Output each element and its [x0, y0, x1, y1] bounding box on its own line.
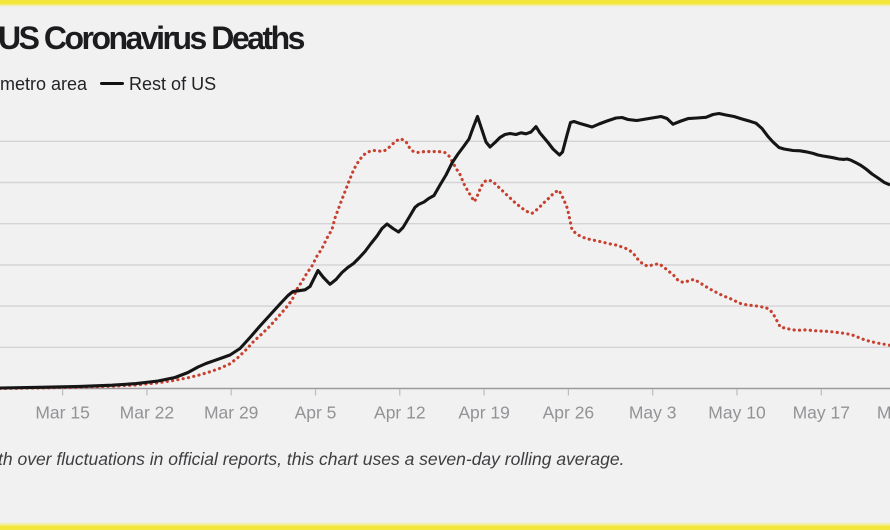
svg-text:Apr 19: Apr 19 [458, 402, 510, 422]
svg-text:Apr 26: Apr 26 [543, 402, 595, 422]
svg-text:Apr 12: Apr 12 [374, 402, 426, 422]
svg-text:May 10: May 10 [708, 402, 766, 422]
svg-text:May 3: May 3 [629, 402, 677, 422]
svg-text:Mar 29: Mar 29 [204, 402, 258, 422]
svg-text:May 24: May 24 [877, 402, 890, 422]
svg-text:Mar 22: Mar 22 [120, 402, 174, 422]
svg-text:Mar 15: Mar 15 [35, 402, 89, 422]
svg-text:May 17: May 17 [793, 402, 850, 422]
svg-text:Apr 5: Apr 5 [295, 402, 337, 422]
